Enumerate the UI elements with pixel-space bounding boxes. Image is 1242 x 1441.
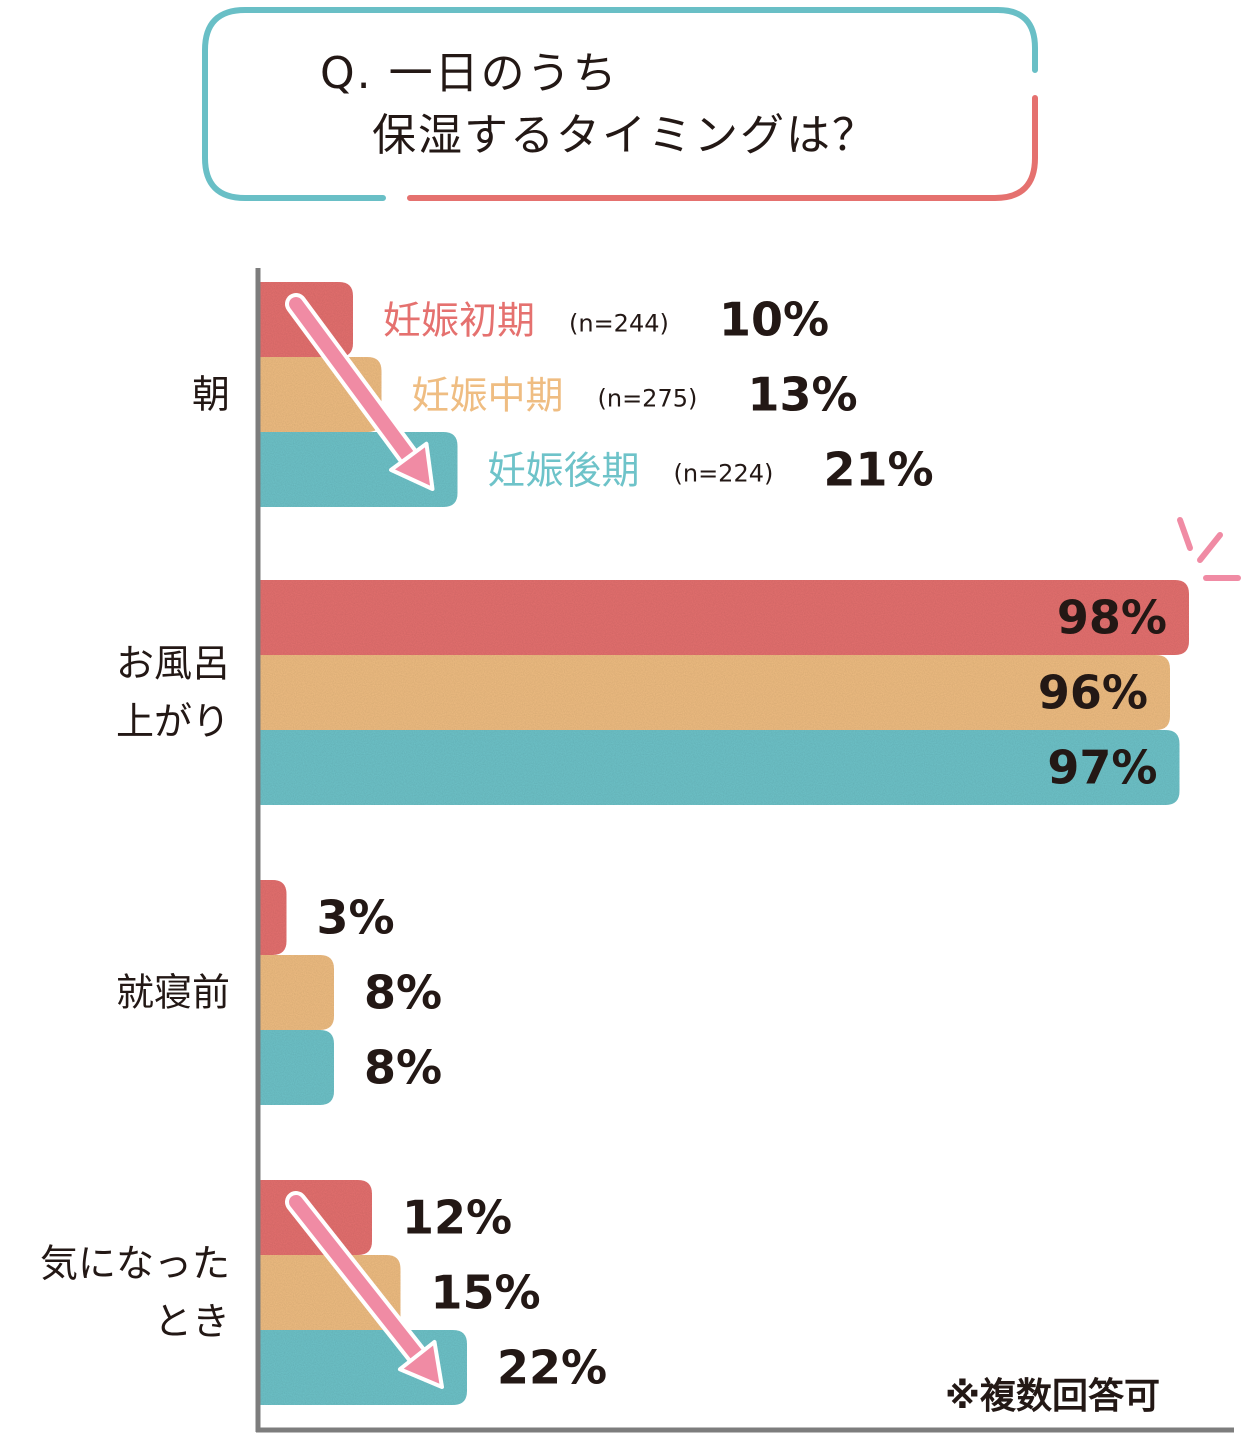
series-name-label: 妊娠中期 bbox=[412, 374, 564, 418]
category-label: 上がり bbox=[116, 700, 230, 744]
multiple-answer-note: ※複数回答可 bbox=[945, 1376, 1160, 1417]
sample-size-label: (n=224) bbox=[674, 460, 774, 488]
category-label: 朝 bbox=[192, 373, 230, 417]
value-label: 3% bbox=[317, 891, 395, 945]
value-label: 15% bbox=[431, 1266, 541, 1320]
chart-title-line2: 保湿するタイミングは？ bbox=[372, 110, 878, 161]
value-label: 22% bbox=[497, 1341, 607, 1395]
category-label: お風呂 bbox=[116, 642, 230, 686]
category-label: 就寝前 bbox=[116, 971, 230, 1015]
trend-arrow-head bbox=[389, 441, 435, 491]
labels-group: 朝 妊娠初期 (n=244) 10% 妊娠中期 (n=275) 13% 妊娠後期 (n=224)… bbox=[40, 293, 1167, 1395]
trend-arrow-head bbox=[397, 1339, 444, 1389]
value-label: 97% bbox=[1047, 741, 1157, 795]
sparkle-icon bbox=[1177, 517, 1241, 581]
bar bbox=[258, 730, 1180, 805]
chart-title-line1: Q. 一日のうち bbox=[320, 48, 619, 99]
bar bbox=[258, 955, 334, 1030]
sample-size-label: (n=275) bbox=[598, 385, 698, 413]
bar bbox=[258, 880, 287, 955]
sample-size-label: (n=244) bbox=[569, 310, 669, 338]
value-label: 98% bbox=[1057, 591, 1167, 645]
value-label: 21% bbox=[824, 443, 934, 497]
trend-arrow-icon bbox=[289, 297, 416, 464]
value-label: 8% bbox=[364, 1041, 442, 1095]
series-name-label: 妊娠後期 bbox=[488, 449, 640, 493]
value-label: 13% bbox=[748, 368, 858, 422]
bar bbox=[258, 1030, 334, 1105]
title-frame bbox=[202, 7, 1038, 201]
trend-arrow-icon bbox=[289, 1195, 425, 1363]
value-label: 8% bbox=[364, 966, 442, 1020]
title-frame-bottom bbox=[407, 95, 1038, 201]
value-label: 96% bbox=[1038, 666, 1148, 720]
arrows-group bbox=[285, 293, 444, 1389]
category-label: 気になった bbox=[40, 1242, 230, 1286]
category-label: とき bbox=[154, 1300, 230, 1344]
series-name-label: 妊娠初期 bbox=[383, 299, 535, 343]
value-label: 10% bbox=[719, 293, 829, 347]
bar bbox=[258, 580, 1189, 655]
value-label: 12% bbox=[402, 1191, 512, 1245]
title-frame-top bbox=[202, 7, 1038, 201]
bar bbox=[258, 655, 1170, 730]
